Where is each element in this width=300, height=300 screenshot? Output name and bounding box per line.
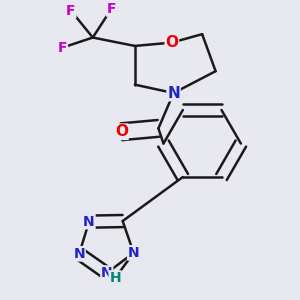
Text: N: N — [128, 246, 140, 260]
Text: N: N — [83, 214, 95, 229]
Text: F: F — [106, 2, 116, 16]
Text: N: N — [167, 85, 180, 100]
Text: N: N — [101, 266, 112, 280]
Text: H: H — [109, 271, 121, 285]
Text: F: F — [58, 40, 67, 55]
Text: O: O — [165, 35, 178, 50]
Text: F: F — [66, 4, 76, 18]
Text: N: N — [74, 247, 85, 261]
Text: O: O — [115, 124, 128, 139]
